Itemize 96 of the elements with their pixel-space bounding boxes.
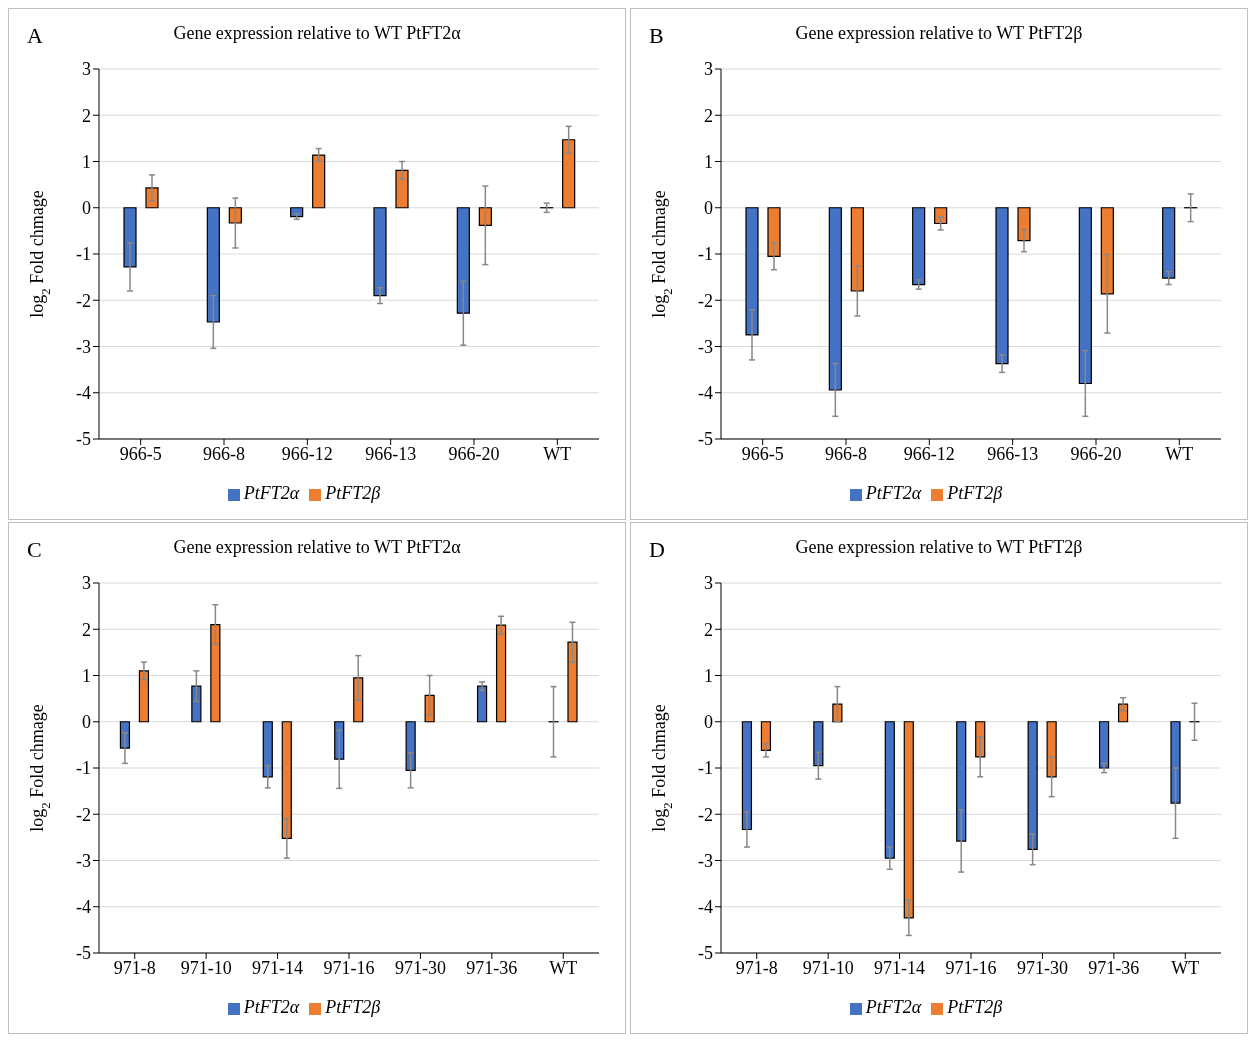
- y-tick-label: -4: [76, 383, 91, 404]
- text: A: [27, 23, 43, 49]
- chart-title: Gene expression relative to WT PtFT2β: [795, 537, 1083, 557]
- x-tick-label: 971-16: [945, 957, 997, 978]
- x-tick-label: WT: [1165, 443, 1194, 464]
- y-tick-label: 2: [82, 619, 91, 640]
- y-tick-label: -2: [698, 290, 713, 311]
- y-tick-label: -3: [76, 336, 91, 357]
- y-tick-label: 1: [704, 151, 713, 172]
- bar: [123, 207, 137, 268]
- bar: [456, 207, 470, 314]
- y-tick-label: -3: [76, 850, 91, 871]
- y-tick-label: -5: [698, 943, 713, 964]
- y-tick-label: -1: [698, 758, 713, 779]
- text: C: [27, 537, 42, 563]
- y-tick-label: -1: [76, 758, 91, 779]
- legend-label: PtFT2α: [243, 483, 300, 503]
- bar: [562, 139, 576, 209]
- legend-label: PtFT2α: [865, 997, 922, 1017]
- y-tick-label: -2: [698, 804, 713, 825]
- x-tick-label: WT: [549, 957, 578, 978]
- y-tick-label: -1: [76, 244, 91, 265]
- x-tick-label: 971-30: [1016, 957, 1068, 978]
- y-tick-label: -2: [76, 804, 91, 825]
- x-tick-label: 966-20: [1070, 443, 1122, 464]
- x-tick-label: 971-36: [1088, 957, 1140, 978]
- x-tick-label: 966-13: [365, 443, 417, 464]
- legend-label: PtFT2β: [325, 997, 381, 1017]
- x-tick-label: 971-10: [802, 957, 854, 978]
- legend-label: PtFT2α: [865, 483, 922, 503]
- bar: [262, 721, 273, 778]
- y-tick-label: 0: [704, 198, 713, 219]
- y-tick-label: -3: [698, 850, 713, 871]
- y-tick-label: 1: [704, 665, 713, 686]
- y-tick-label: 3: [82, 573, 91, 594]
- bar: [210, 624, 221, 723]
- y-tick-label: 0: [82, 712, 91, 733]
- chart-title: Gene expression relative to WT PtFT2α: [173, 537, 461, 557]
- x-tick-label: 966-8: [825, 443, 867, 464]
- x-tick-label: 966-12: [903, 443, 955, 464]
- y-tick-label: 0: [704, 712, 713, 733]
- x-tick-label: 971-36: [466, 957, 518, 978]
- x-tick-label: 971-14: [874, 957, 926, 978]
- x-tick-label: 966-5: [741, 443, 784, 464]
- x-tick-label: 966-20: [448, 443, 500, 464]
- x-tick-label: 966-5: [119, 443, 162, 464]
- y-tick-label: -3: [698, 336, 713, 357]
- y-tick-label: -5: [76, 429, 91, 450]
- legend-label: PtFT2β: [325, 483, 381, 503]
- bar: [312, 154, 326, 209]
- y-tick-label: -4: [698, 897, 713, 918]
- legend-label: PtFT2β: [947, 997, 1003, 1017]
- x-tick-label: 971-14: [252, 957, 304, 978]
- bar: [495, 624, 507, 723]
- y-tick-label: 2: [704, 619, 713, 640]
- y-tick-label: 2: [704, 105, 713, 126]
- y-tick-label: 1: [82, 151, 91, 172]
- x-tick-label: WT: [543, 443, 572, 464]
- x-tick-label: 966-13: [987, 443, 1039, 464]
- bar: [476, 685, 488, 723]
- y-tick-label: 3: [704, 573, 713, 594]
- bar: [191, 685, 202, 723]
- bar: [281, 721, 292, 839]
- chart-title: Gene expression relative to WT PtFT2β: [795, 23, 1083, 43]
- bar: [206, 207, 220, 323]
- legend-label: PtFT2β: [947, 483, 1003, 503]
- x-tick-label: 971-8: [735, 957, 778, 978]
- x-tick-label: 971-16: [323, 957, 375, 978]
- y-tick-label: -5: [76, 943, 91, 964]
- chart-title: Gene expression relative to WT PtFT2α: [173, 23, 461, 43]
- y-tick-label: 0: [82, 198, 91, 219]
- x-tick-label: 971-8: [113, 957, 156, 978]
- text: B: [649, 23, 664, 49]
- bar: [373, 207, 387, 297]
- bar: [405, 721, 416, 771]
- y-tick-label: -4: [76, 897, 91, 918]
- text: D: [649, 537, 665, 563]
- bar: [395, 169, 409, 209]
- y-tick-label: -2: [76, 290, 91, 311]
- bar: [138, 670, 150, 723]
- x-tick-label: WT: [1171, 957, 1200, 978]
- y-tick-label: 2: [82, 105, 91, 126]
- y-tick-label: -5: [698, 429, 713, 450]
- legend-label: PtFT2α: [243, 997, 300, 1017]
- x-tick-label: 966-12: [281, 443, 333, 464]
- y-tick-label: -1: [698, 244, 713, 265]
- y-tick-label: 3: [82, 59, 91, 80]
- bar: [478, 207, 492, 226]
- x-tick-label: 971-30: [394, 957, 446, 978]
- bar: [228, 207, 242, 224]
- y-tick-label: 3: [704, 59, 713, 80]
- y-tick-label: 1: [82, 665, 91, 686]
- bar: [567, 641, 578, 723]
- x-tick-label: 966-8: [203, 443, 245, 464]
- y-tick-label: -4: [698, 383, 713, 404]
- x-tick-label: 971-10: [180, 957, 232, 978]
